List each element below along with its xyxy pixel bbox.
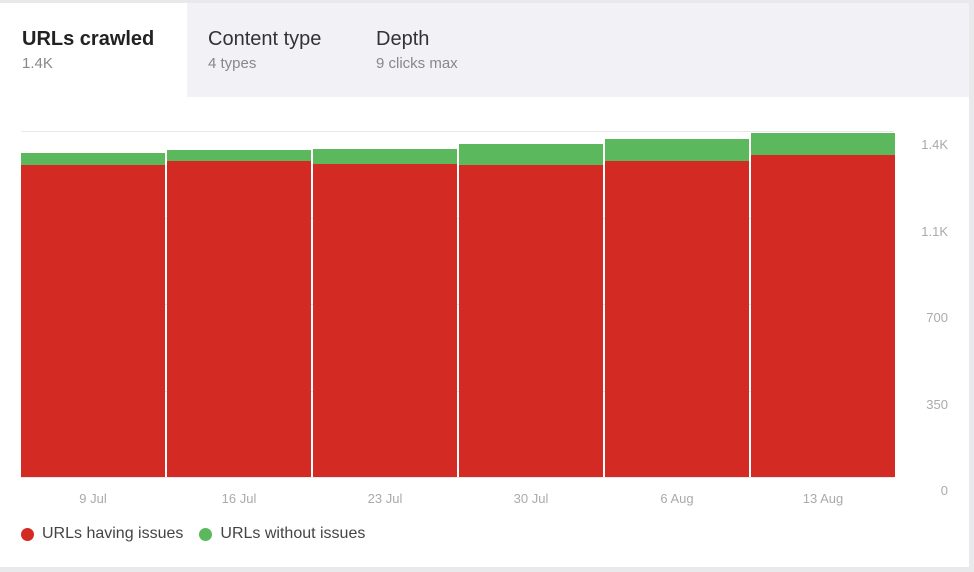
tab-title: Depth [376,28,430,50]
bar-23-jul[interactable] [313,148,457,477]
segment-without-issues[interactable] [605,138,749,161]
tab-content-type[interactable]: Content type 4 types [187,3,355,97]
segment-having-issues[interactable] [21,165,165,477]
bar-30-jul[interactable] [459,143,603,477]
tab-title: URLs crawled [22,28,155,50]
x-axis-label: 9 Jul [79,491,107,506]
bar-16-jul[interactable] [167,150,311,477]
bar-13-aug[interactable] [751,132,895,477]
red-dot-icon [21,527,34,541]
y-axis-label: 1.1K [921,224,948,239]
tab-subtitle: 4 types [208,55,257,72]
gridline [21,477,894,478]
tab-depth[interactable]: Depth 9 clicks max [355,3,515,97]
legend-item-no-issues[interactable]: URLs without issues [199,525,365,543]
segment-having-issues[interactable] [605,160,749,477]
segment-having-issues[interactable] [167,160,311,477]
legend-label: URLs without issues [220,525,366,542]
gridline [21,218,894,219]
segment-having-issues[interactable] [313,163,457,477]
legend-label: URLs having issues [42,525,184,542]
gridline [21,304,894,305]
tab-subtitle: 9 clicks max [376,55,458,72]
legend-item-issues[interactable]: URLs having issues [21,525,183,543]
chart-legend: URLs having issues URLs without issues [21,525,381,543]
y-axis-label: 0 [940,483,948,498]
segment-without-issues[interactable] [751,132,895,155]
y-axis-label: 1.4K [921,137,948,152]
y-axis-label: 700 [926,310,948,325]
gridline [21,131,894,132]
green-dot-icon [199,527,213,541]
segment-without-issues[interactable] [21,153,165,166]
y-axis-label: 350 [926,397,948,412]
x-axis-label: 6 Aug [660,491,694,506]
bar-6-aug[interactable] [605,138,749,477]
x-axis-label: 30 Jul [513,491,549,506]
x-axis-label: 13 Aug [802,491,844,506]
x-axis-label: 23 Jul [367,491,403,506]
segment-having-issues[interactable] [751,154,895,477]
urls-crawled-card: URLs crawled 1.4K Content type 4 types D… [0,3,969,567]
segment-having-issues[interactable] [459,164,603,477]
tab-subtitle: 1.4K [22,55,53,72]
segment-without-issues[interactable] [167,150,311,161]
segment-without-issues[interactable] [459,143,603,165]
bar-9-jul[interactable] [21,153,165,477]
segment-without-issues[interactable] [313,148,457,164]
tab-bar: URLs crawled 1.4K Content type 4 types D… [0,3,969,97]
tab-title: Content type [208,28,322,50]
stacked-bar-chart: 0 350 700 1.1K 1.4K 9 Jul 16 Jul 23 Jul 30 Jul 6 … [0,3,969,567]
tab-urls-crawled[interactable]: URLs crawled 1.4K [0,3,187,97]
x-axis-label: 16 Jul [221,491,257,506]
gridline [21,391,894,392]
